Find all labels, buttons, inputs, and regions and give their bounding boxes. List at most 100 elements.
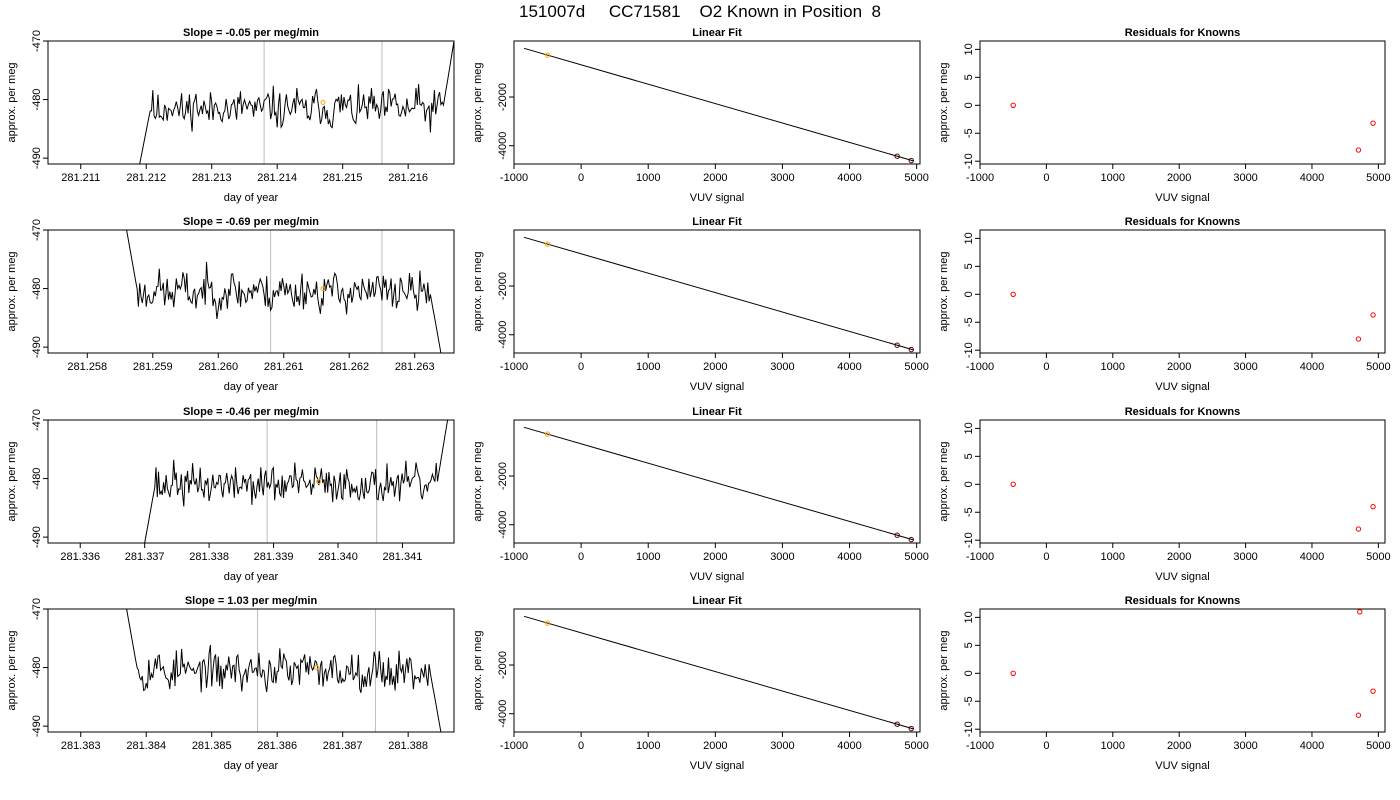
y-tick-label: 5	[963, 74, 975, 80]
data-point	[1357, 609, 1363, 615]
y-tick-label: -4000	[497, 511, 509, 539]
x-tick-label: -1000	[966, 551, 994, 563]
x-tick-label: 281.384	[126, 740, 166, 752]
y-tick-label: -4000	[497, 700, 509, 728]
x-axis-label: VUV signal	[1155, 571, 1209, 583]
panel-title: Linear Fit	[692, 595, 742, 607]
x-tick-label: 2000	[1167, 551, 1191, 563]
fit-line	[523, 426, 914, 541]
known-marker	[313, 665, 319, 671]
y-tick-label: 0	[963, 481, 975, 487]
plot-frame	[979, 419, 1386, 544]
y-axis-label: approx. per meg	[472, 62, 484, 142]
y-tick-label: -2000	[497, 462, 509, 490]
x-tick-label: 4000	[837, 551, 861, 563]
x-tick-label: 0	[1043, 172, 1049, 184]
plot-area	[126, 230, 442, 353]
x-tick-label: 5000	[904, 172, 928, 184]
y-axis-label: approx. per meg	[938, 62, 950, 142]
y-axis-label: approx. per meg	[6, 251, 18, 331]
x-tick-label: 3000	[770, 551, 794, 563]
x-tick-label: 2000	[1167, 172, 1191, 184]
plot-frame	[47, 40, 455, 165]
y-tick-label: -2000	[497, 651, 509, 679]
panel-line-row-4: Slope = 1.03 per meg/min 281.383 281.384 28…	[6, 595, 455, 772]
data-point	[1010, 481, 1016, 487]
plot-frame	[47, 608, 455, 733]
x-tick-label: 1000	[1101, 740, 1125, 752]
x-tick-label: 281.213	[192, 172, 232, 184]
x-axis-label: VUV signal	[690, 571, 744, 583]
data-point	[1370, 312, 1376, 318]
data-trace	[144, 420, 449, 543]
y-tick-label: -470	[31, 30, 43, 52]
y-tick-label: 10	[963, 43, 975, 55]
y-tick-label: 0	[963, 670, 975, 676]
y-tick-label: -490	[31, 147, 43, 169]
plot-area	[1010, 609, 1376, 718]
x-tick-label: 281.387	[323, 740, 363, 752]
plot-frame	[513, 608, 921, 733]
x-axis-label: VUV signal	[690, 192, 744, 204]
x-tick-label: 1000	[636, 361, 660, 373]
x-tick-label: 1000	[1101, 551, 1125, 563]
panel-title: Slope = -0.05 per meg/min	[183, 27, 319, 39]
data-point	[1010, 670, 1016, 676]
panel-line-row-1: Slope = -0.05 per meg/min 281.211 281.212 2…	[6, 27, 455, 204]
data-trace	[139, 41, 454, 164]
x-tick-label: 1000	[1101, 361, 1125, 373]
plot-area	[139, 41, 454, 164]
x-tick-label: 5000	[904, 740, 928, 752]
x-tick-label: 281.341	[383, 551, 423, 563]
x-tick-label: -1000	[966, 172, 994, 184]
plot-frame	[513, 229, 921, 354]
y-tick-label: 5	[963, 642, 975, 648]
plot-frame	[513, 40, 921, 165]
data-point	[908, 725, 914, 732]
x-tick-label: 281.259	[133, 361, 173, 373]
y-tick-label: -10	[963, 532, 975, 548]
x-tick-label: 281.337	[125, 551, 165, 563]
x-tick-label: 281.258	[67, 361, 107, 373]
x-tick-label: 281.216	[388, 172, 428, 184]
x-tick-label: 1000	[1101, 172, 1125, 184]
x-tick-label: -1000	[500, 172, 528, 184]
data-point	[908, 346, 914, 353]
plot-area	[144, 420, 449, 543]
panel-title: Slope = 1.03 per meg/min	[185, 595, 318, 607]
data-point	[1370, 120, 1376, 126]
x-axis-label: day of year	[224, 760, 279, 772]
y-tick-label: -490	[31, 526, 43, 548]
data-point	[894, 721, 900, 727]
x-tick-label: 4000	[837, 361, 861, 373]
x-tick-label: 281.262	[329, 361, 369, 373]
plot-area	[1010, 291, 1376, 342]
fit-line	[523, 236, 914, 351]
data-point	[908, 157, 914, 164]
panel-scatter-row-3: Linear Fit -1000 0 1000 2000 3000 4000 5000 -200…	[472, 406, 929, 583]
x-tick-label: 4000	[837, 172, 861, 184]
x-tick-label: 2000	[1167, 740, 1191, 752]
x-tick-label: 4000	[837, 740, 861, 752]
y-tick-label: -5	[963, 317, 975, 327]
y-tick-label: -4000	[497, 321, 509, 349]
data-point	[544, 241, 551, 247]
panel-title: Linear Fit	[692, 406, 742, 418]
x-tick-label: 4000	[1300, 361, 1324, 373]
plot-frame	[513, 419, 921, 544]
x-axis-label: VUV signal	[690, 760, 744, 772]
data-point	[1370, 503, 1376, 510]
x-tick-label: 2000	[703, 551, 727, 563]
y-tick-label: -5	[963, 128, 975, 138]
x-tick-label: 2000	[703, 172, 727, 184]
x-tick-label: 2000	[1167, 361, 1191, 373]
x-tick-label: 0	[578, 740, 584, 752]
x-tick-label: 281.336	[60, 551, 100, 563]
data-point	[1355, 712, 1362, 718]
x-tick-label: 5000	[1366, 551, 1390, 563]
x-tick-label: 0	[578, 172, 584, 184]
y-axis-label: approx. per meg	[938, 630, 950, 710]
x-tick-label: 281.340	[318, 551, 358, 563]
x-tick-label: 5000	[1366, 740, 1390, 752]
